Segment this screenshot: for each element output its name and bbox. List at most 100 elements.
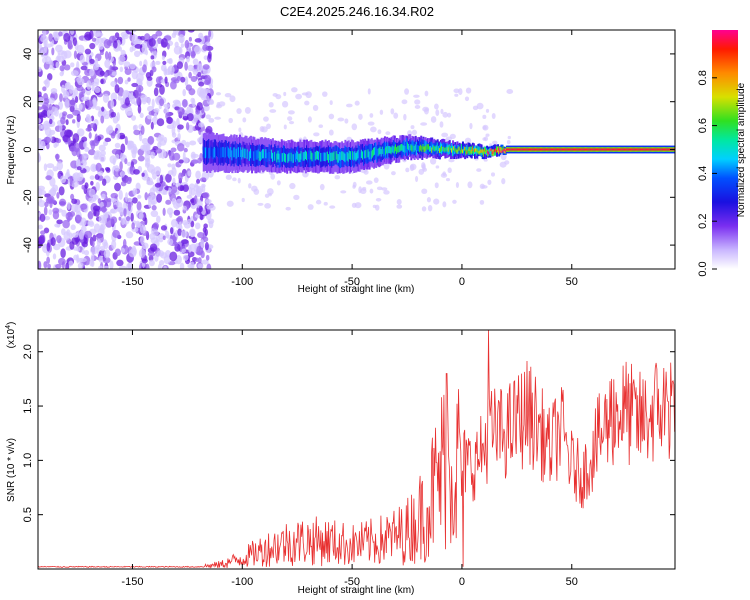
spectrogram-band-cell [254,149,257,159]
spectrogram-noise-dot [105,126,114,134]
spectrogram-faint-dot [396,204,403,209]
spectrogram-band-cell [246,149,249,159]
spectrogram-noise-dot [93,223,101,233]
spectrogram-noise-dot [133,129,141,136]
spectrogram-band-cell [265,149,268,159]
spectrogram-faint-dot [328,129,334,136]
spectrogram-band-cell [235,148,238,159]
spectrogram-noise-dot [178,34,185,44]
spectrogram-band-cell [419,146,422,152]
spectrogram-noise-dot [150,151,156,159]
spectrogram-band-cell [570,148,573,151]
spectrogram-noise-dot [166,207,174,215]
spectrogram-noise-dot [133,169,140,175]
spectrogram-band-cell [333,151,336,161]
x-tick-label: -50 [344,576,360,588]
spectrogram-band-cell [511,148,514,151]
spectrogram-band-cell [280,153,283,163]
spectrogram-band-cell [548,148,551,151]
spectrogram-noise-dot [187,251,195,258]
spectrogram-band-cell [445,146,448,152]
spectrogram-noise-dot [78,104,83,111]
spectrogram-faint-dot [373,177,379,183]
spectrogram-noise-dot [58,186,65,196]
spectrogram-band-cell [655,148,658,151]
spectrogram-noise-dot [56,192,60,199]
spectrogram-band-cell [275,151,278,160]
spectrogram-faint-dot [232,177,237,182]
spectrogram-band-cell [407,142,410,150]
spectrogram-noise-dot [74,95,79,104]
spectrogram-band-cell [580,148,583,151]
spectrogram-band-cell [322,152,325,162]
spectrogram-faint-dot [482,124,489,131]
spectrogram-faint-dot [381,187,388,191]
spectrogram-band-cell [533,148,536,151]
spectrogram-noise-dot [110,131,116,139]
spectrogram-noise-dot [97,198,102,204]
spectrogram-noise-dot [72,119,76,124]
spectrogram-noise-dot [71,198,78,205]
spectrogram-faint-dot [427,204,433,212]
spectrogram-noise-dot [60,248,66,259]
spectrogram-noise-dot [65,212,73,221]
spectrogram-noise-dot [117,76,124,85]
spectrogram-faint-dot [263,116,269,122]
spectrogram-noise-dot [120,181,127,187]
spectrogram-band-cell [484,150,487,155]
spectrogram-noise-dot [177,124,184,130]
spectrogram-band-cell [405,143,408,150]
spectrogram-noise-dot [102,113,110,120]
spectrogram-band-cell [568,148,571,151]
spectrogram-faint-dot [506,88,514,95]
spectrogram-band-cell [665,148,668,151]
spectrogram-noise-dot [170,219,178,228]
spectrogram-noise-dot [167,238,174,246]
spectrogram-band-cell [202,146,205,158]
spectrogram-band-cell [597,148,600,151]
spectrogram-noise-dot [127,143,132,151]
spectrogram-noise-dot [119,66,124,73]
spectrogram-faint-dot [281,100,289,108]
spectrogram-noise-dot [112,60,117,67]
spectrogram-band-cell [397,145,400,153]
spectrogram-noise-dot [71,236,79,245]
spectrogram-band-cell [449,145,452,151]
spectrogram-band-cell [366,150,369,159]
spectrogram-faint-dot [289,182,296,190]
spectrogram-band-cell [648,148,651,151]
spectrogram-faint-dot [483,158,488,162]
spectrogram-noise-dot [164,230,170,239]
spectrogram-noise-dot [124,97,131,106]
spectrogram-faint-dot [237,177,241,184]
spectrogram-faint-dot [506,139,511,145]
spectrogram-noise-dot [155,83,163,88]
spectrogram-faint-dot [479,199,485,205]
spectrogram-noise-dot [120,170,126,177]
spectrogram-noise-dot [187,170,192,177]
spectrogram-band-cell [220,147,223,158]
spectrogram-noise-dot [92,97,97,106]
snr-multiplier: (x104) [5,322,17,349]
spectrogram-faint-dot [404,88,410,95]
spectrogram-noise-dot [67,202,71,210]
spectrogram-noise-dot [171,163,176,170]
spectrogram-band-cell [409,145,412,153]
spectrogram-noise-dot [130,212,134,222]
spectrogram-noise-dot [103,140,109,147]
spectrogram-noise-dot [194,222,201,230]
spectrogram-band-cell [497,148,500,152]
spectrogram-faint-dot [248,183,252,189]
spectrogram-noise-dot [154,253,159,262]
spectrogram-faint-dot [329,205,336,209]
spectrogram-noise-dot [204,75,209,82]
spectrogram-noise-dot [68,260,74,267]
spectrogram-noise-dot [96,37,104,44]
y-tick-label: 20 [22,96,34,108]
spectrogram-panel: -150 -100 -50 0 50 -40 -20 0 20 40 Height of str… [6,29,676,295]
spectrogram-faint-dot [238,127,242,133]
spectrogram-noise-dot [110,208,116,214]
spectrogram-noise-dot [100,150,106,157]
spectrogram-band-cell [267,149,270,159]
spectrogram-noise-dot [145,143,151,152]
